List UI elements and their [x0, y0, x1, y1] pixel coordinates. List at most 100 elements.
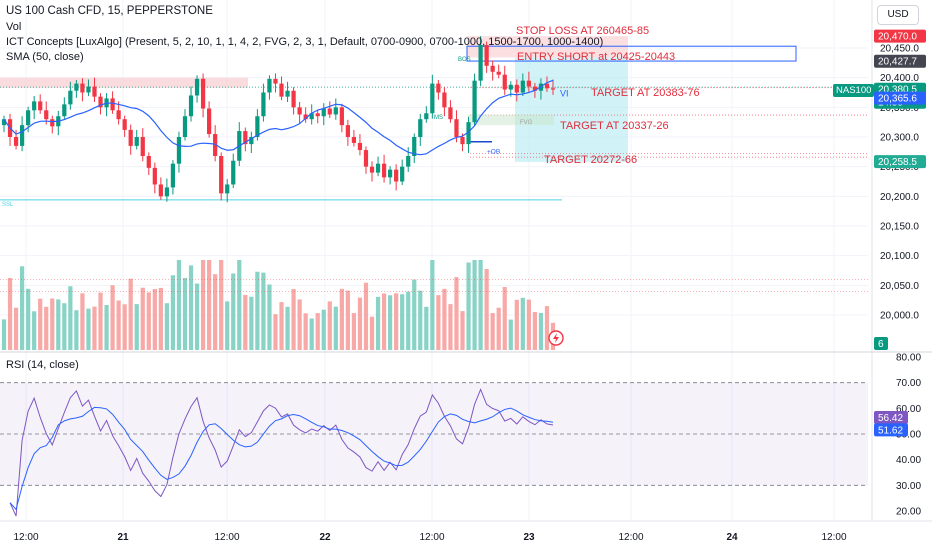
candle-body [207, 108, 212, 135]
candle [279, 76, 284, 101]
volume-bar [466, 262, 471, 350]
candle [424, 106, 429, 123]
price-tag-label: 20,470.0 [878, 32, 917, 43]
indicator-ict[interactable]: ICT Concepts [LuxAlgo] (Present, 5, 2, 1… [6, 36, 604, 48]
candle [526, 71, 531, 92]
candle [68, 81, 73, 110]
candle [104, 93, 109, 117]
rsi-value-tag: 56.42 [878, 413, 903, 424]
volume-bar [74, 310, 79, 350]
candle-body [213, 134, 218, 156]
volume-bar [32, 311, 37, 350]
time-tick-label: 12:00 [214, 532, 239, 543]
candle [357, 134, 363, 156]
volume-bar [478, 260, 483, 350]
volume-bar [448, 304, 453, 350]
candle [80, 78, 85, 102]
candle [170, 160, 176, 195]
volume-bar [104, 305, 109, 350]
indicator-sma[interactable]: SMA (50, close) [6, 51, 84, 63]
volume-bar [19, 266, 25, 350]
candle-body [315, 113, 320, 117]
volume-bar [400, 294, 405, 350]
time-tick-label: 12:00 [821, 532, 846, 543]
sma-line [3, 79, 554, 156]
volume-bar [80, 293, 85, 350]
candle-body [255, 116, 260, 137]
price-tick-label: 20,450.0 [880, 44, 919, 55]
volume-bar [50, 298, 55, 350]
candle-body [116, 110, 121, 120]
candle [50, 115, 55, 134]
volume-bar [255, 271, 260, 350]
target-1-label: TARGET AT 20383-76 [591, 87, 700, 99]
entry-short-label: ENTRY SHORT at 20425-20443 [517, 51, 676, 63]
lightning-icon-bolt [553, 333, 559, 343]
volume-bar [188, 265, 194, 350]
candle [1, 115, 7, 133]
vi-label: VI [560, 89, 569, 99]
currency-button[interactable]: USD [877, 5, 919, 25]
candle [502, 65, 507, 95]
volume-bar [164, 303, 170, 350]
candle [375, 156, 381, 177]
ob-label: +OB [487, 149, 500, 156]
candle [19, 116, 25, 152]
volume-bar [176, 260, 182, 350]
volume-bar [394, 293, 399, 350]
volume-bar [333, 306, 338, 350]
price-tick-label: 20,150.0 [880, 222, 919, 233]
candle [448, 100, 453, 123]
candle [56, 110, 61, 136]
candle-body [327, 108, 332, 115]
price-tick-label: 20,400.0 [880, 73, 919, 84]
fvg-zone [468, 114, 554, 126]
volume-bar [134, 304, 139, 350]
rsi-ma-tag: 51.62 [878, 425, 903, 436]
candle-body [375, 163, 381, 173]
candle-body [339, 107, 344, 126]
volume-bar [38, 298, 43, 350]
volume-bar [430, 260, 435, 350]
candle [285, 81, 290, 102]
time-tick-label: 12:00 [419, 532, 444, 543]
candle [442, 87, 447, 117]
ssl-label: SSL [2, 202, 14, 208]
volume-tag-bg [874, 337, 888, 350]
volume-bar [406, 291, 411, 350]
volume-bar [146, 292, 151, 350]
lightning-icon[interactable] [548, 330, 564, 346]
volume-tag-label: 6 [878, 339, 884, 350]
volume-bar [418, 290, 423, 350]
rsi-label[interactable]: RSI (14, close) [6, 359, 79, 371]
price-tick-label: 20,300.0 [880, 133, 919, 144]
indicator-vol[interactable]: Vol [6, 21, 22, 33]
volume-bar [484, 269, 489, 350]
candle-body [472, 80, 477, 123]
rsi-ma-tag-bg [874, 423, 908, 437]
candle-body [466, 122, 471, 145]
candle [188, 86, 194, 122]
candle-body [454, 119, 459, 137]
candle-body [80, 83, 85, 93]
volume-bar [98, 292, 103, 350]
volume-bar [273, 314, 278, 350]
candle [394, 164, 399, 191]
volume-bar [339, 288, 344, 350]
candle-body [436, 83, 441, 93]
volume-bar [442, 288, 447, 350]
volume-bar [237, 260, 242, 350]
volume-bar [116, 300, 121, 350]
time-tick-label: 12:00 [13, 532, 38, 543]
rsi-line [9, 388, 554, 517]
candle-body [261, 92, 266, 117]
candle [98, 93, 103, 115]
candle [152, 162, 157, 194]
volume-bar [375, 296, 381, 350]
volume-bar [152, 288, 157, 350]
candle-body [460, 137, 465, 145]
volume-bar [62, 303, 67, 350]
candle [309, 104, 314, 125]
volume-bar [526, 299, 531, 350]
